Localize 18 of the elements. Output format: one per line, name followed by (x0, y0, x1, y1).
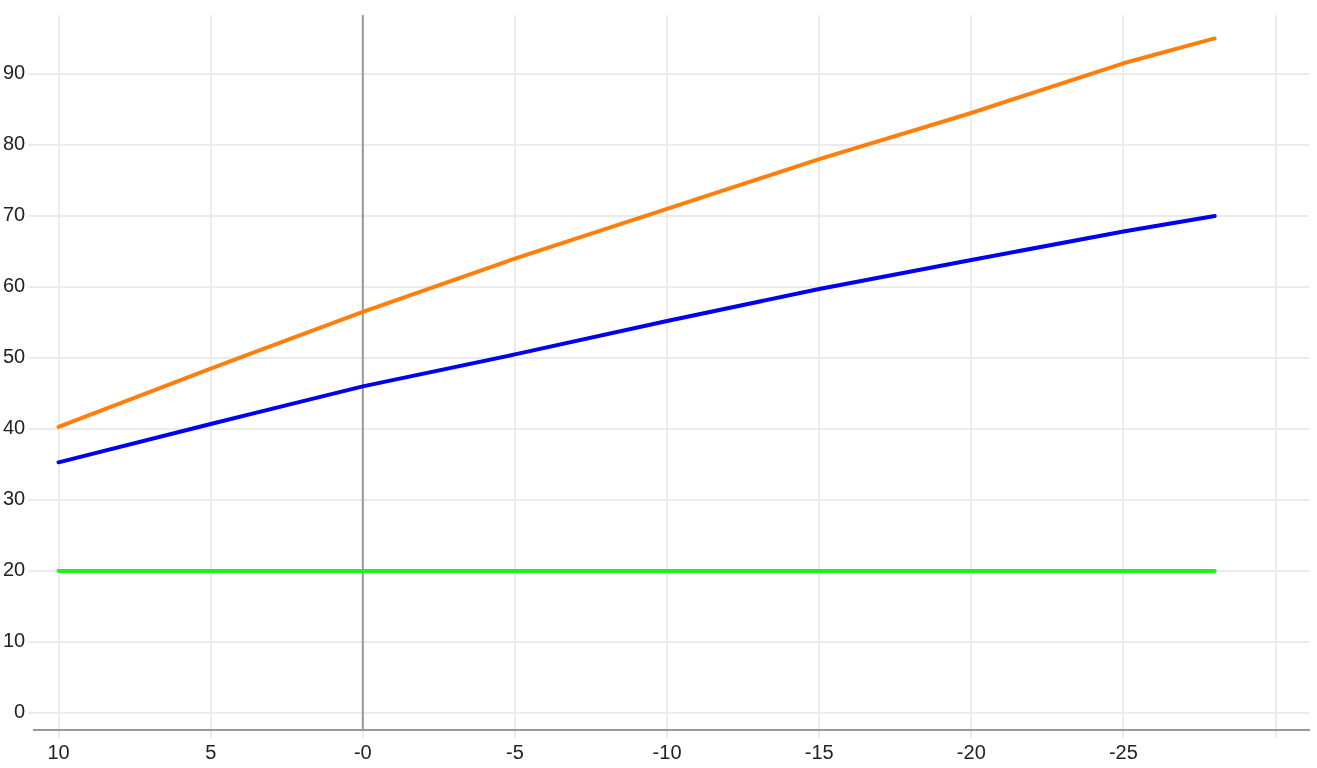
y-tick-label: 40 (3, 416, 26, 439)
y-tick-label: 60 (3, 274, 26, 297)
y-tick-label: 80 (3, 132, 26, 155)
x-tick-label: -10 (652, 740, 682, 763)
x-tick-label: -25 (1108, 740, 1138, 763)
y-tick-label: 70 (3, 203, 26, 226)
x-tick-label: -15 (804, 740, 834, 763)
y-tick-label: 30 (3, 487, 26, 510)
y-tick-label: 0 (14, 700, 26, 723)
x-tick-label: 5 (205, 740, 217, 763)
x-tick-label: -20 (956, 740, 986, 763)
x-tick-label: -0 (353, 740, 372, 763)
y-tick-label: 10 (3, 629, 26, 652)
y-tick-label: 50 (3, 345, 26, 368)
x-tick-label: -5 (506, 740, 524, 763)
x-tick-label: 10 (47, 740, 70, 763)
y-tick-label: 20 (3, 558, 26, 581)
y-tick-label: 90 (3, 61, 26, 84)
